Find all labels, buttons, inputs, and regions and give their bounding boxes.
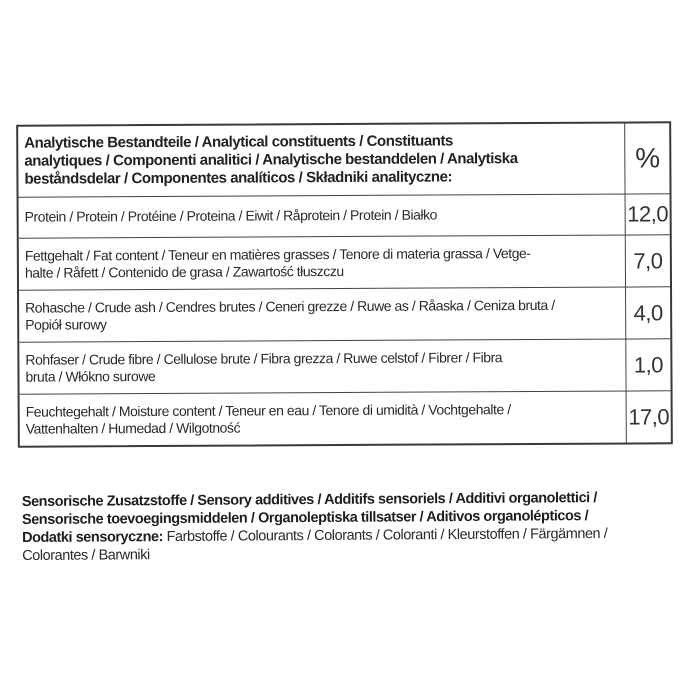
colourants-list-cont: Colorantes / Barwniki bbox=[22, 547, 150, 565]
table-row-fibre: Rohfaser / Crude fibre / Cellulose brute… bbox=[19, 338, 671, 394]
table-row-moisture: Feuchtegehalt / Moisture content / Teneu… bbox=[19, 390, 671, 446]
row-value: 1,0 bbox=[625, 339, 671, 391]
sensory-additives-text: Sensorische Zusatzstoffe / Sensory addit… bbox=[22, 489, 608, 565]
row-line: halte / Råfett / Contenido de grasa / Za… bbox=[24, 263, 344, 281]
row-label: Rohfaser / Crude fibre / Cellulose brute… bbox=[19, 340, 625, 394]
row-label: Feuchtegehalt / Moisture content / Teneu… bbox=[20, 392, 626, 446]
table-row-protein: Protein / Protein / Protéine / Proteina … bbox=[18, 193, 670, 238]
row-line: Vattenhalten / Humedad / Wilgotność bbox=[25, 419, 241, 437]
row-label: Fettgehalt / Fat content / Teneur en mat… bbox=[19, 236, 625, 290]
table-header-row: Analytische Bestandteile / Analytical co… bbox=[18, 123, 670, 197]
colourants-list: Farbstoffe / Colourants / Colorants / Co… bbox=[162, 525, 608, 546]
header-label: Analytische Bestandteile / Analytical co… bbox=[18, 124, 624, 197]
row-value: 7,0 bbox=[624, 235, 671, 287]
row-line: Fettgehalt / Fat content / Teneur en mat… bbox=[24, 245, 531, 264]
row-line: Popiół surowy bbox=[25, 316, 107, 333]
row-line: bruta / Włókno surowe bbox=[25, 367, 156, 385]
header-line: beståndsdelar / Componentes analíticos /… bbox=[24, 168, 453, 188]
percent-unit-header: % bbox=[624, 123, 670, 194]
table-row-ash: Rohasche / Crude ash / Cendres brutes / … bbox=[19, 286, 671, 342]
row-label: Rohasche / Crude ash / Cendres brutes / … bbox=[19, 288, 625, 342]
table-row-fat: Fettgehalt / Fat content / Teneur en mat… bbox=[18, 234, 671, 290]
row-label: Protein / Protein / Protéine / Proteina … bbox=[19, 195, 625, 238]
row-line: Rohasche / Crude ash / Cendres brutes / … bbox=[25, 296, 555, 316]
row-value: 4,0 bbox=[625, 287, 671, 339]
row-value: 12,0 bbox=[624, 194, 670, 235]
analytical-constituents-table: Analytische Bestandteile / Analytical co… bbox=[16, 121, 673, 448]
additives-heading-line: Dodatki sensoryczne: bbox=[22, 529, 164, 547]
row-value: 17,0 bbox=[625, 391, 671, 443]
row-line: Protein / Protein / Protéine / Proteina … bbox=[24, 206, 438, 225]
